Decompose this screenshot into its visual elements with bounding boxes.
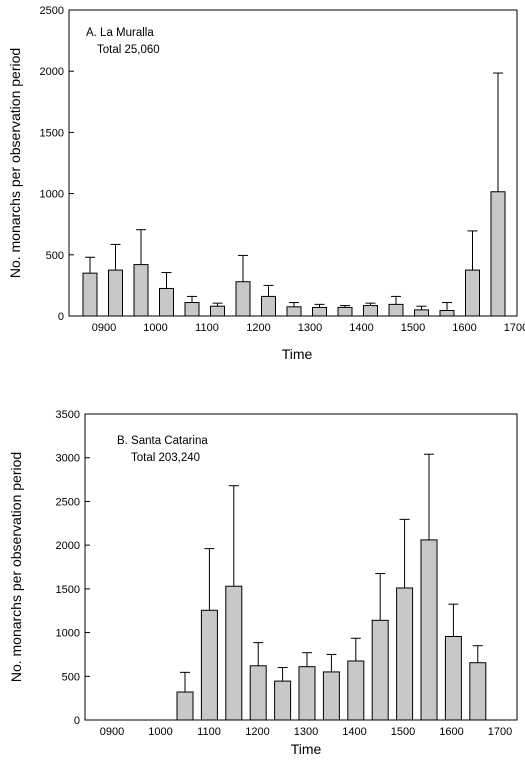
bar [184, 302, 200, 317]
bar [363, 305, 378, 317]
x-tick-label: 1500 [391, 726, 415, 738]
bar [312, 306, 327, 317]
bar [210, 305, 225, 317]
bar [225, 585, 243, 721]
x-tick-label: 1400 [349, 322, 373, 334]
x-tick-label: 1200 [245, 726, 269, 738]
x-axis-b: 0900 1000 1100 1200 1300 1400 1500 1600 1700 [100, 726, 512, 738]
x-tick-label: 1300 [298, 322, 322, 334]
x-tick-label: 1100 [197, 726, 221, 738]
y-tick-label: 1000 [40, 189, 64, 201]
y-axis-title-a: No. monarchs per observation period [7, 48, 23, 278]
x-tick-label: 1100 [195, 322, 219, 334]
chart-panel-b: 0 500 1000 1500 2000 2500 3000 3500 0900 1000 110… [8, 409, 518, 757]
bar [439, 309, 455, 317]
x-tick-label: 1700 [488, 726, 512, 738]
y-tick-label: 500 [62, 671, 80, 683]
y-tick-label: 1000 [56, 628, 80, 640]
bars-a [82, 72, 506, 317]
y-tick-label: 1500 [56, 584, 80, 596]
bar [274, 680, 292, 721]
bar [249, 665, 267, 721]
x-tick-label: 1600 [452, 322, 476, 334]
y-tick-label: 3000 [56, 453, 80, 465]
total-b: Total 203,240 [131, 452, 200, 464]
bar [388, 303, 404, 317]
y-tick-label: 0 [58, 311, 64, 323]
y-tick-label: 500 [46, 250, 64, 262]
annotation-b: B. Santa Catarina [117, 435, 208, 447]
y-tick-label: 1500 [40, 127, 64, 139]
x-tick-label: 1000 [143, 322, 167, 334]
x-tick-label: 0900 [100, 726, 124, 738]
bar [420, 539, 438, 721]
annotation-a: A. La Muralla [86, 27, 154, 39]
bar [159, 287, 174, 317]
bar [414, 309, 429, 317]
y-tick-label: 2000 [40, 66, 64, 78]
bar [200, 609, 218, 721]
x-tick-label: 1200 [246, 322, 270, 334]
bar [396, 587, 414, 721]
bar [298, 666, 316, 721]
y-tick-label: 3500 [56, 409, 80, 421]
bar [469, 662, 487, 721]
total-a: Total 25,060 [97, 44, 160, 56]
bar [235, 281, 251, 317]
bar [347, 660, 365, 721]
x-tick-label: 1000 [148, 726, 172, 738]
y-tick-label: 0 [74, 715, 80, 727]
bar [490, 191, 506, 317]
bar [82, 272, 98, 317]
y-tick-label: 2500 [56, 496, 80, 508]
bar [261, 295, 276, 317]
chart-panel-a: 0 500 1000 1500 2000 2500 0900 1000 1100 1200 130… [7, 5, 525, 362]
x-tick-label: 1300 [294, 726, 318, 738]
y-tick-label: 2500 [40, 5, 64, 17]
x-axis-title-a: Time [282, 346, 313, 362]
y-axis-title-b: No. monarchs per observation period [8, 452, 24, 682]
bar [286, 306, 302, 317]
y-axis-b: 0 500 1000 1500 2000 2500 3000 3500 [56, 409, 90, 727]
x-tick-label: 1600 [439, 726, 463, 738]
bar [371, 619, 389, 721]
x-tick-label: 1500 [401, 322, 425, 334]
bar [108, 269, 123, 317]
x-axis-a: 0900 1000 1100 1200 1300 1400 1500 1600 1700 [92, 322, 525, 334]
bar [176, 691, 194, 721]
bar [133, 264, 149, 317]
bar [444, 636, 462, 721]
bar [337, 306, 353, 317]
x-tick-label: 0900 [92, 322, 116, 334]
y-tick-label: 2000 [56, 540, 80, 552]
bar [465, 269, 480, 317]
bar [322, 671, 340, 721]
bars-b [176, 453, 487, 721]
x-axis-title-b: Time [291, 741, 322, 757]
y-axis-a: 0 500 1000 1500 2000 2500 [40, 5, 74, 323]
x-tick-label: 1400 [342, 726, 366, 738]
x-tick-label: 1700 [504, 322, 525, 334]
